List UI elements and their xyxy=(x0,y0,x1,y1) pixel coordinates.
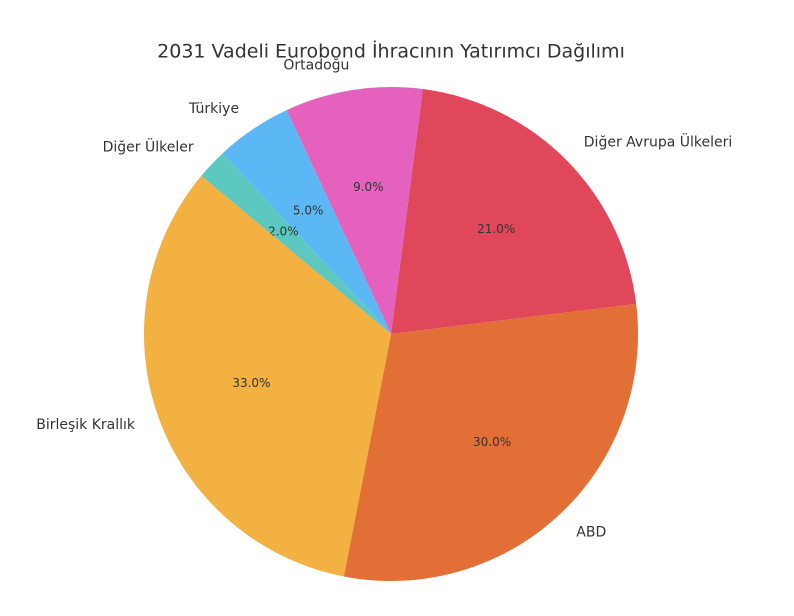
pie-slice xyxy=(222,110,391,335)
value-label: 21.0% xyxy=(477,222,515,236)
pie-slice xyxy=(391,89,637,334)
slice-label: ABD xyxy=(576,525,606,541)
chart-title: 2031 Vadeli Eurobond İhracının Yatırımcı… xyxy=(157,40,625,63)
slice-label: Birleşik Krallık xyxy=(36,417,136,433)
slice-label: Ortadoğu xyxy=(283,57,349,73)
value-label: 5.0% xyxy=(293,204,324,218)
value-label: 9.0% xyxy=(353,180,384,194)
slice-label: Diğer Ülkeler xyxy=(103,137,194,155)
slice-label: Diğer Avrupa Ülkeleri xyxy=(584,133,732,151)
value-label: 2.0% xyxy=(268,225,299,239)
slice-label: Türkiye xyxy=(188,101,239,117)
pie-slice xyxy=(286,87,423,334)
pie-slice xyxy=(143,175,391,577)
value-label: 30.0% xyxy=(473,435,511,449)
value-label: 33.0% xyxy=(232,376,270,390)
pie-slice xyxy=(201,153,391,334)
pie-slice xyxy=(343,303,638,581)
